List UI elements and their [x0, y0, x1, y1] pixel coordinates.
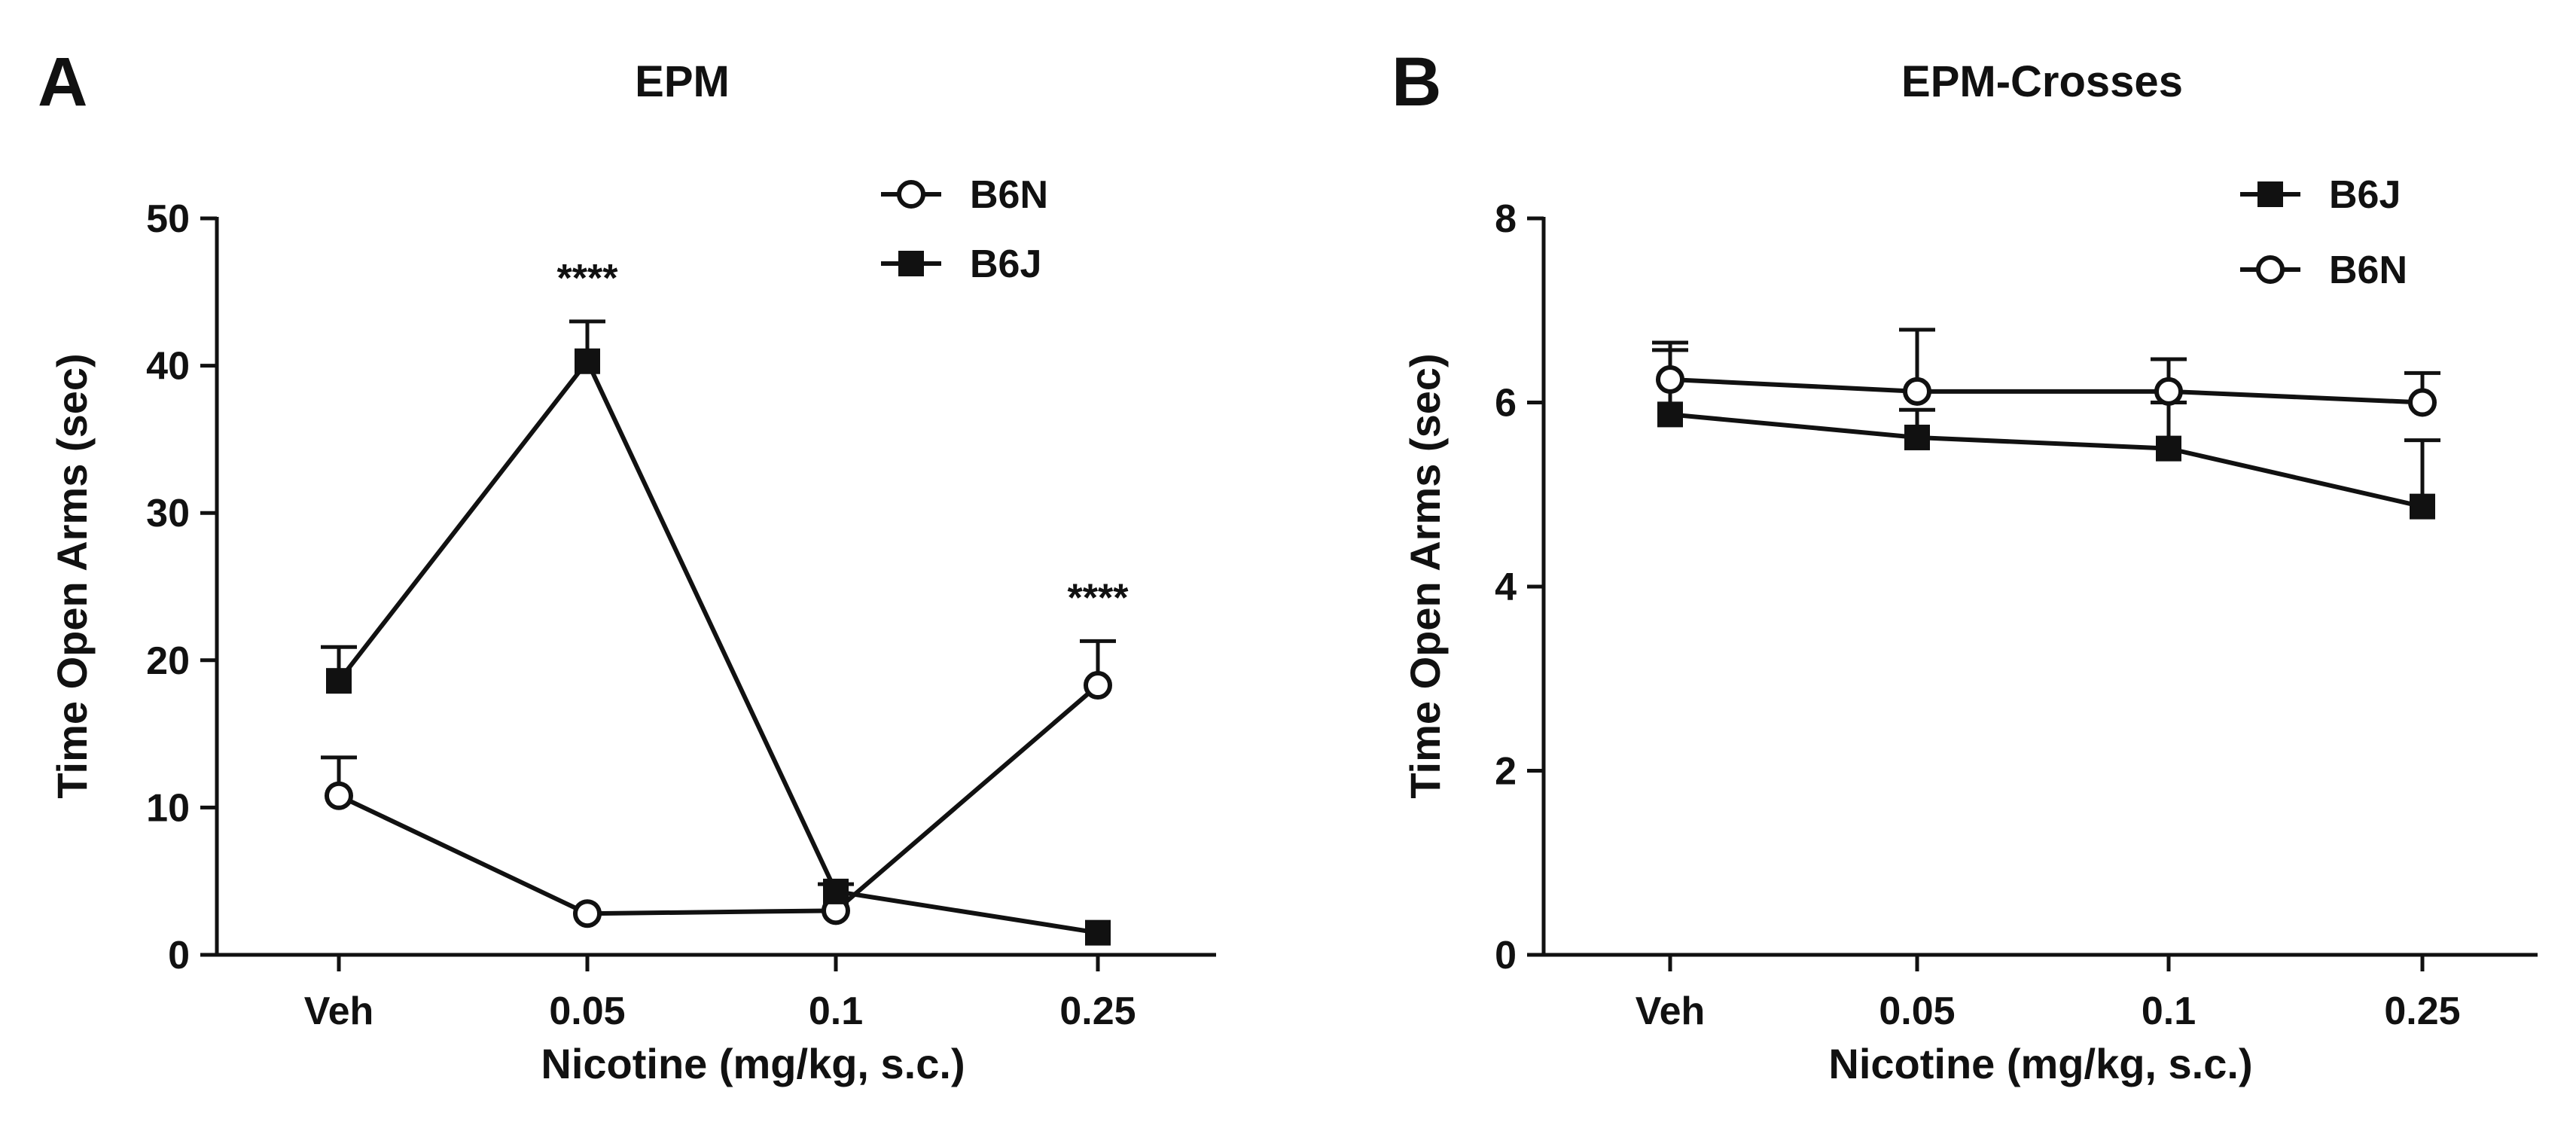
panel-b-y-tick-label: 2 — [1495, 750, 1517, 794]
panel-b-x-tick-label: Veh — [1636, 989, 1706, 1033]
panel-a-b6n-point — [325, 781, 353, 810]
panel-b-b6j-series-line — [1669, 412, 2423, 509]
panel-b-y-tick-label: 0 — [1495, 934, 1517, 977]
panel-b-title: EPM-Crosses — [1901, 57, 2183, 106]
panel-a-b6j-series-line — [337, 358, 1099, 935]
panel-b-b6j-point — [1657, 401, 1683, 428]
panel-b-y-tick-label: 4 — [1495, 566, 1517, 609]
panel-a-letter: A — [38, 44, 87, 120]
panel-a-y-tick-label: 40 — [146, 345, 190, 389]
panel-b: B EPM-Crosses 0 2 4 6 8 Veh 0.05 0.1 0.25 Nicoti… — [1392, 44, 2538, 1087]
panel-b-letter: B — [1392, 44, 1441, 120]
panel-a-x-axis-label: Nicotine (mg/kg, s.c.) — [541, 1040, 965, 1087]
panel-a-x-tick-label: 0.1 — [809, 989, 863, 1033]
panel-b-b6n-point — [2408, 388, 2437, 417]
panel-a-legend-b6j-label: B6J — [970, 242, 1041, 286]
panel-a-y-tick-label: 20 — [146, 639, 190, 683]
panel-a-plot-area: **** **** — [321, 257, 1129, 946]
panel-b-y-tick-label: 8 — [1495, 197, 1517, 241]
panel-a-x-tick-label: Veh — [304, 989, 374, 1033]
panel-a-significance-annotation: **** — [1068, 576, 1129, 620]
panel-a-y-axis-label: Time Open Arms (sec) — [48, 353, 96, 798]
panel-b-legend-b6n-label: B6N — [2329, 248, 2407, 292]
panel-a-legend-b6j-marker — [898, 251, 924, 276]
panel-b-legend-b6j-marker — [2257, 181, 2283, 207]
panel-b-x-axis-label: Nicotine (mg/kg, s.c.) — [1828, 1040, 2252, 1087]
panel-b-axes: 0 2 4 6 8 Veh 0.05 0.1 0.25 — [1495, 197, 2538, 1033]
panel-a-b6j-point — [326, 668, 352, 694]
panel-a-y-tick-label: 30 — [146, 492, 190, 535]
panel-b-b6j-point — [1904, 424, 1930, 450]
panel-b-y-tick-label: 6 — [1495, 382, 1517, 425]
panel-a-y-tick-label: 50 — [146, 197, 190, 241]
panel-b-b6j-point — [2410, 493, 2435, 520]
panel-a-legend-b6n-label: B6N — [970, 173, 1048, 217]
panel-a-x-tick-label: 0.25 — [1059, 989, 1136, 1033]
panel-b-legend: B6J B6N — [2240, 173, 2407, 292]
panel-b-plot-area — [1652, 328, 2440, 520]
panel-a-b6n-point — [573, 899, 602, 928]
panel-b-legend-b6j-label: B6J — [2329, 173, 2401, 217]
panel-a-b6j-point — [1085, 919, 1111, 946]
panel-a-x-tick-label: 0.05 — [549, 989, 625, 1033]
panel-a-y-tick-label: 0 — [168, 934, 190, 977]
panel-a-b6n-point — [1084, 671, 1112, 700]
panel-a-significance-annotation: **** — [557, 257, 619, 300]
panel-b-b6n-series-line — [1669, 377, 2423, 405]
panel-a-title: EPM — [635, 57, 730, 106]
panel-b-b6j-point — [2156, 435, 2181, 462]
panel-b-x-tick-label: 0.1 — [2142, 989, 2196, 1033]
panel-a-b6j-point — [823, 878, 849, 904]
panel-b-b6n-point — [1656, 364, 1684, 394]
panel-a-b6n-series-line — [337, 683, 1099, 916]
panel-b-y-axis-label: Time Open Arms (sec) — [1401, 353, 1449, 798]
panel-a-legend: B6N B6J — [881, 173, 1048, 286]
panel-b-x-tick-label: 0.25 — [2384, 989, 2460, 1033]
panel-b-b6n-point — [2154, 377, 2183, 406]
panel-b-b6n-point — [1903, 377, 1931, 406]
panel-a-b6j-point — [575, 348, 600, 374]
panel-b-legend-b6n-marker — [2256, 255, 2285, 284]
panel-b-x-tick-label: 0.05 — [1879, 989, 1955, 1033]
panel-a-y-tick-label: 10 — [146, 786, 190, 830]
panel-a-axes: 0 10 20 30 40 50 Veh 0.05 0.1 0.25 — [146, 197, 1216, 1033]
panel-a-legend-b6n-marker — [897, 180, 925, 209]
